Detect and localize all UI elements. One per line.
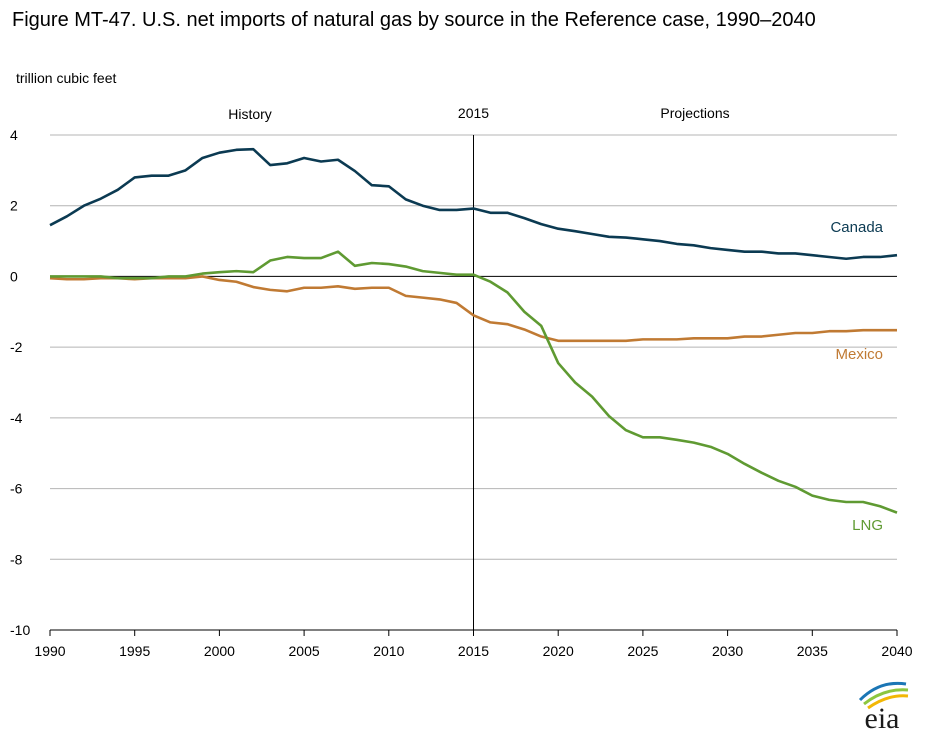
series-label-canada: Canada [830,219,883,236]
x-tick-label: 1995 [119,643,150,659]
y-tick-label: 0 [10,268,18,284]
x-tick-label: 2005 [289,643,320,659]
y-tick-label: 2 [10,198,18,214]
x-tick-label: 1990 [34,643,65,659]
series-lines [49,147,898,514]
svg-text:eia: eia [865,702,900,735]
x-tick-label: 2015 [458,643,489,659]
series-label-lng: LNG [852,517,883,534]
x-tick-labels: 1990 1995 2000 2005 2010 2015 2020 2025 2030 2035… [34,629,913,659]
x-tick-label: 2025 [627,643,658,659]
y-tick-labels: 4 2 0 -2 -4 -6 -8 -10 [10,127,30,638]
y-tick-label: -6 [10,481,23,497]
series-line-mexico [49,275,897,343]
logo-arc-green [863,688,909,706]
x-tick-label: 2010 [373,643,404,659]
x-tick-label: 2040 [881,643,912,659]
series-line-lng [50,250,898,514]
y-tick-label: -8 [10,551,23,567]
y-tick-label: -2 [10,339,23,355]
logo-arc-yellow [867,694,909,710]
x-tick-label: 2030 [712,643,743,659]
x-tick-label: 2020 [543,643,574,659]
y-axis-unit-label: trillion cubic feet [16,70,117,86]
divider-year-annotation: 2015 [458,105,489,121]
series-label-mexico: Mexico [835,346,883,363]
y-tick-label: 4 [10,127,18,143]
series-line-canada [49,147,898,261]
y-tick-label: -10 [10,622,30,638]
y-tick-label: -4 [10,410,23,426]
eia-logo: eia [858,681,909,735]
logo-arc-blue [858,681,907,702]
chart-title: Figure MT-47. U.S. net imports of natura… [12,9,816,31]
series-labels: Canada Mexico LNG [830,219,883,534]
x-tick-label: 2000 [204,643,235,659]
x-tick-label: 2035 [797,643,828,659]
history-annotation: History [228,106,272,122]
projections-annotation: Projections [660,105,729,121]
